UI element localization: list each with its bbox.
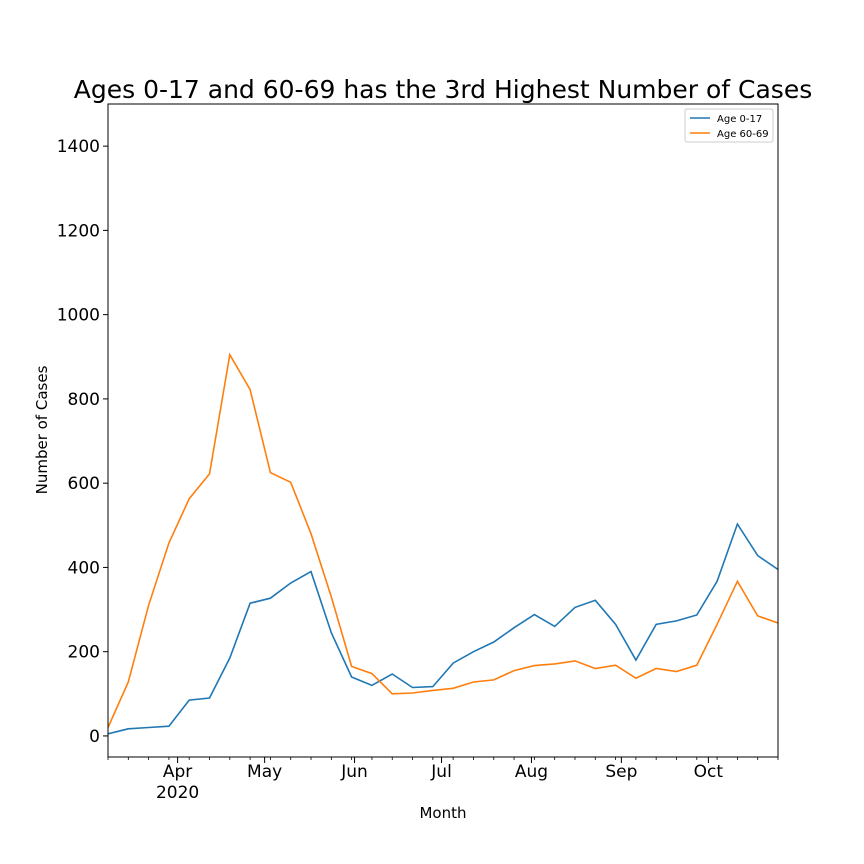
x-tick-label: Aug xyxy=(515,762,548,782)
y-axis-ticks: 0 200 400 600 800 1000 1200 1400 xyxy=(57,137,108,747)
x-axis-label: Month xyxy=(419,804,466,822)
legend-label-0: Age 0-17 xyxy=(717,114,762,125)
y-tick-label: 1400 xyxy=(57,137,100,157)
series-line-1 xyxy=(108,352,778,728)
y-tick-label: 800 xyxy=(68,390,100,410)
series-line-0 xyxy=(108,522,778,735)
y-tick-label: 600 xyxy=(68,474,100,494)
x-tick-label: Oct xyxy=(694,762,724,782)
axes-frame xyxy=(107,103,779,758)
x-tick-label: Jul xyxy=(430,762,452,782)
legend: Age 0-17 Age 60-69 xyxy=(684,108,774,143)
x-tick-label: Apr xyxy=(163,762,192,782)
y-tick-label: 400 xyxy=(68,558,100,578)
y-axis-label: Number of Cases xyxy=(33,365,51,494)
x-tick-year-label: 2020 xyxy=(156,783,199,803)
plot-area xyxy=(107,103,779,758)
y-tick-label: 200 xyxy=(68,643,100,663)
legend-label-1: Age 60-69 xyxy=(717,129,769,140)
x-tick-label: Sep xyxy=(605,762,637,782)
y-tick-label: 1000 xyxy=(57,306,100,326)
y-tick-label: 0 xyxy=(89,727,100,747)
chart-title: Ages 0-17 and 60-69 has the 3rd Highest … xyxy=(74,75,813,104)
y-tick-label: 1200 xyxy=(57,221,100,241)
x-tick-label: Jun xyxy=(340,762,368,782)
x-tick-label: May xyxy=(247,762,282,782)
